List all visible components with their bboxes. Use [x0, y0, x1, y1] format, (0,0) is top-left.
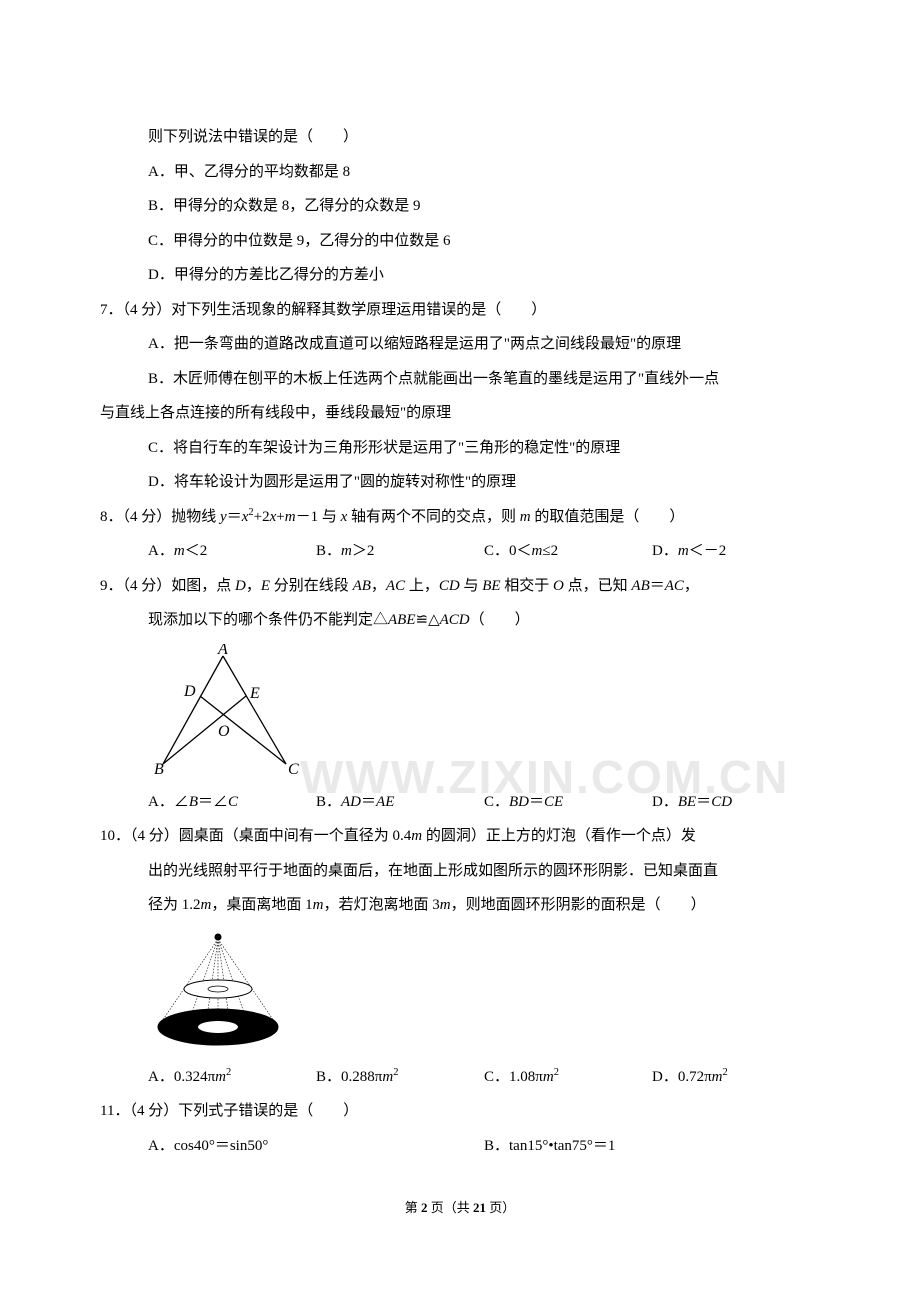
q7-opt-b-l2: 与直线上各点连接的所有线段中，垂线段最短"的原理	[100, 396, 820, 431]
q8-stem-pre: 8．（4 分）抛物线	[100, 509, 220, 525]
q6-opt-b: B．甲得分的众数是 8，乙得分的众数是 9	[100, 189, 820, 224]
q10-opt-d: D．0.72πm2	[652, 1060, 820, 1095]
q9-label-a: A	[217, 644, 228, 658]
q11-options: A．cos40°＝sin50° B．tan15°•tan75°＝1	[100, 1129, 820, 1164]
page-footer: 第 2 页（共 21 页）	[100, 1193, 820, 1223]
q9-label-c: C	[288, 761, 299, 778]
q11-opt-a: A．cos40°＝sin50°	[148, 1129, 484, 1164]
q7-stem: 7．（4 分）对下列生活现象的解释其数学原理运用错误的是（ ）	[100, 293, 820, 328]
q7-opt-d: D．将车轮设计为圆形是运用了"圆的旋转对称性"的原理	[100, 465, 820, 500]
q9-opt-c: C．BD＝CE	[484, 785, 652, 820]
q9-stem-l1: 9．（4 分）如图，点 D，E 分别在线段 AB，AC 上，CD 与 BE 相交…	[100, 569, 820, 604]
q8-opt-a: A．m＜2	[148, 534, 316, 569]
q9-stem-l2: 现添加以下的哪个条件仍不能判定△ABE≌△ACD（ ）	[100, 603, 820, 638]
q10-stem-l2: 出的光线照射平行于地面的桌面后，在地面上形成如图所示的圆环形阴影．已知桌面直	[100, 854, 820, 889]
q11-opt-b: B．tan15°•tan75°＝1	[484, 1129, 820, 1164]
q9-opt-d: D．BE＝CD	[652, 785, 820, 820]
q7-opt-b-l1: B．木匠师傅在刨平的木板上任选两个点就能画出一条笔直的墨线是运用了"直线外一点	[100, 362, 820, 397]
q9-label-o: O	[218, 723, 230, 740]
q9-opt-b: B．AD＝AE	[316, 785, 484, 820]
q6-tail: 则下列说法中错误的是（ ）	[100, 120, 820, 155]
q9-label-d: D	[183, 683, 196, 700]
q9-label-e: E	[249, 685, 260, 702]
q11-stem: 11．（4 分）下列式子错误的是（ ）	[100, 1094, 820, 1129]
q10-opt-c: C．1.08πm2	[484, 1060, 652, 1095]
q8-opt-c: C．0＜m≤2	[484, 534, 652, 569]
q10-opt-b: B．0.288πm2	[316, 1060, 484, 1095]
q8-options: A．m＜2 B．m＞2 C．0＜m≤2 D．m＜－2	[100, 534, 820, 569]
q9-label-b: B	[154, 761, 164, 778]
q8-stem: 8．（4 分）抛物线 y＝x2+2x+m－1 与 x 轴有两个不同的交点，则 m…	[100, 500, 820, 535]
q8-opt-d: D．m＜－2	[652, 534, 820, 569]
q9-figure: A D E O B C	[148, 644, 820, 779]
q8-opt-b: B．m＞2	[316, 534, 484, 569]
q10-figure	[148, 929, 820, 1054]
q7-opt-c: C．将自行车的车架设计为三角形形状是运用了"三角形的稳定性"的原理	[100, 431, 820, 466]
q9-options: A．∠B＝∠C B．AD＝AE C．BD＝CE D．BE＝CD	[100, 785, 820, 820]
q6-opt-a: A．甲、乙得分的平均数都是 8	[100, 155, 820, 190]
q6-opt-c: C．甲得分的中位数是 9，乙得分的中位数是 6	[100, 224, 820, 259]
q7-opt-a: A．把一条弯曲的道路改成直道可以缩短路程是运用了"两点之间线段最短"的原理	[100, 327, 820, 362]
q10-stem-l1: 10．（4 分）圆桌面（桌面中间有一个直径为 0.4m 的圆洞）正上方的灯泡（看…	[100, 819, 820, 854]
q10-stem-l3: 径为 1.2m，桌面离地面 1m，若灯泡离地面 3m，则地面圆环形阴影的面积是（…	[100, 888, 820, 923]
q9-opt-a: A．∠B＝∠C	[148, 785, 316, 820]
q6-opt-d: D．甲得分的方差比乙得分的方差小	[100, 258, 820, 293]
q10-opt-a: A．0.324πm2	[148, 1060, 316, 1095]
q10-options: A．0.324πm2 B．0.288πm2 C．1.08πm2 D．0.72πm…	[100, 1060, 820, 1095]
